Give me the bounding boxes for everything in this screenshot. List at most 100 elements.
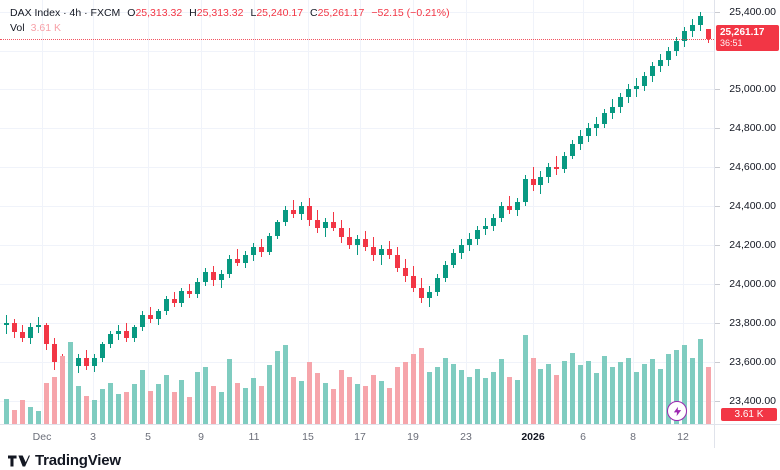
volume-bar [19,400,25,424]
candle-wick [150,307,151,323]
candle-body [466,239,472,246]
candle-body [498,206,504,218]
volume-bar [394,367,400,424]
candle-body [537,176,543,185]
candle-body [163,298,169,312]
candle-body [609,106,615,113]
volume-bar [338,370,344,424]
candle-body [346,237,352,246]
price-axis-tick [715,89,720,90]
time-axis-tick-label: Dec [32,431,52,443]
volume-bar [354,384,360,424]
candle-body [131,326,137,339]
volume-bar [625,357,631,424]
candle-body [561,155,567,170]
candle-body [657,60,663,67]
volume-bar [689,357,695,424]
volume-bar [665,354,671,424]
time-axis[interactable]: Dec 3 5 9 11 15 17 19 23 2026 6 8 12 [0,424,780,449]
gridline-horizontal [0,12,714,13]
volume-bar [514,379,520,424]
gridline-vertical [201,0,202,424]
candle-wick [38,317,39,333]
candle-body [186,290,192,294]
candle-body [593,124,599,129]
candle-body [194,282,200,294]
time-axis-tick-label: 12 [677,431,689,443]
candle-body [155,311,161,319]
time-axis-tick-label: 15 [302,431,314,443]
candle-body [601,112,607,125]
volume-badge: 3.61 K [721,408,777,421]
volume-bar [274,351,280,424]
volume-bar [593,373,599,424]
price-axis[interactable]: 25,400.00 25,000.00 24,800.00 24,600.00 24,4… [714,0,780,424]
axis-corner-divider [714,425,715,449]
candle-body [474,229,480,240]
time-axis-tick-label: 5 [145,431,151,443]
candle-body [633,85,639,90]
bar-countdown: 36:51 [720,38,743,48]
volume-bar [657,368,663,424]
candle-body [338,227,344,238]
volume-bar [202,367,208,424]
tradingview-logo[interactable]: TradingView [8,452,121,469]
candle-body [689,25,695,32]
price-axis-tick [715,284,720,285]
gridline-vertical [466,0,467,424]
gridline-horizontal [0,128,714,129]
candle-body [3,322,9,325]
volume-bar [641,363,647,424]
volume-bar [697,338,703,424]
volume-bar [537,368,543,424]
candle-body [250,247,256,255]
lightning-bolt-icon[interactable] [667,401,687,421]
candle-body [386,248,392,255]
candle-body [426,291,432,298]
volume-bar [155,384,161,424]
volume-bar [617,362,623,424]
candle-body [11,322,17,332]
candle-body [226,258,232,275]
candle-wick [237,248,238,267]
candle-body [298,206,304,214]
volume-bar [322,382,328,424]
candle-body [370,247,376,255]
candle-body [585,128,591,137]
gridline-vertical [148,0,149,424]
time-axis-tick-label: 9 [198,431,204,443]
candle-body [35,324,41,327]
gridline-horizontal [0,51,714,52]
volume-bar [545,363,551,424]
volume-bar [250,378,256,424]
candle-body [51,344,57,362]
price-axis-tick [715,323,720,324]
price-axis-tick-label: 24,200.00 [729,239,776,251]
volume-bar [482,378,488,424]
volume-bar [601,355,607,424]
volume-bar [147,390,153,424]
price-axis-tick [715,362,720,363]
candle-body [514,202,520,211]
volume-bar [115,393,121,424]
candle-body [99,344,105,358]
volume-bar [27,406,33,424]
candle-body [242,254,248,263]
candle-body [218,274,224,281]
chart-plot-area[interactable] [0,0,714,424]
gridline-vertical [533,0,534,424]
candle-body [115,330,121,334]
volume-bar [51,376,57,424]
price-axis-tick [715,167,720,168]
volume-bar [330,389,336,424]
candle-body [697,15,703,26]
candle-wick [293,200,294,218]
volume-bar [609,367,615,424]
gridline-horizontal [0,167,714,168]
volume-bar [370,374,376,424]
volume-bar [346,376,352,424]
candle-body [202,272,208,282]
candle-body [178,290,184,304]
gridline-vertical [360,0,361,424]
